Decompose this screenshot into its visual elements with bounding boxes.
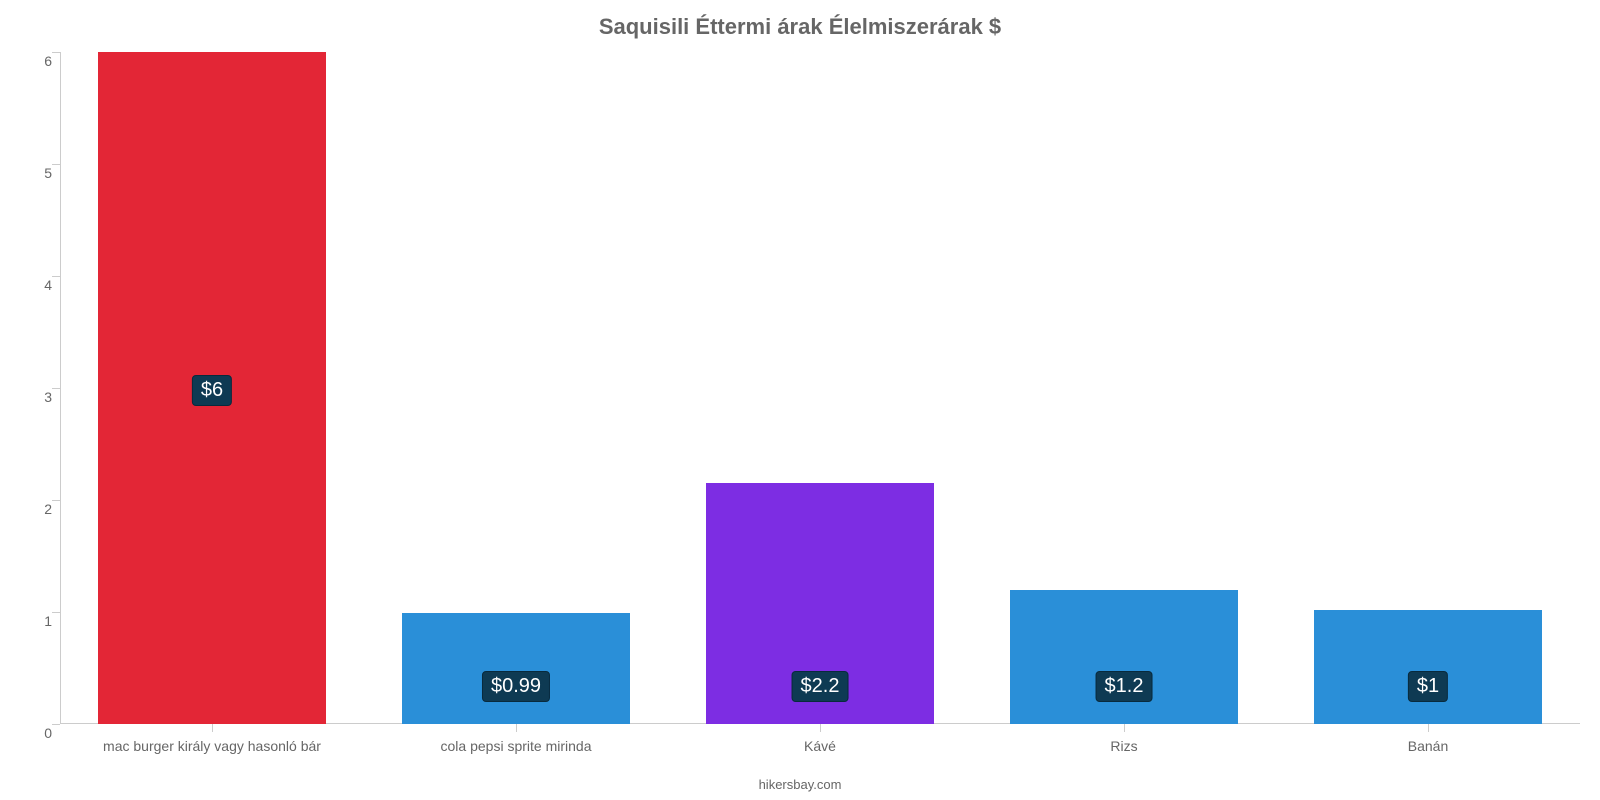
y-tick-mark — [52, 52, 60, 53]
y-tick-label: 5 — [30, 165, 52, 181]
y-tick-mark — [52, 388, 60, 389]
y-tick-label: 6 — [30, 53, 52, 69]
y-tick-mark — [52, 612, 60, 613]
bar-value-label: $1.2 — [1096, 671, 1153, 702]
bar-value-label: $1 — [1408, 671, 1448, 702]
bar — [402, 613, 630, 724]
y-tick-mark — [52, 164, 60, 165]
bar-value-label: $6 — [192, 375, 232, 406]
price-bar-chart: Saquisili Éttermi árak Élelmiszerárak $ … — [0, 0, 1600, 800]
y-tick-label: 2 — [30, 501, 52, 517]
chart-title: Saquisili Éttermi árak Élelmiszerárak $ — [0, 14, 1600, 40]
y-tick-label: 4 — [30, 277, 52, 293]
x-category-label: Kávé — [804, 738, 836, 754]
x-category-label: mac burger király vagy hasonló bár — [103, 738, 321, 754]
x-tick-mark — [1124, 724, 1125, 732]
x-tick-mark — [212, 724, 213, 732]
x-tick-mark — [1428, 724, 1429, 732]
y-tick-mark — [52, 276, 60, 277]
y-tick-mark — [52, 500, 60, 501]
attribution-text: hikersbay.com — [0, 777, 1600, 792]
y-tick-label: 3 — [30, 389, 52, 405]
y-tick-label: 1 — [30, 613, 52, 629]
x-category-label: Banán — [1408, 738, 1448, 754]
y-tick-label: 0 — [30, 725, 52, 741]
x-category-label: Rizs — [1110, 738, 1137, 754]
bars-layer: $6 $0.99 $2.2 $1.2 $1 — [60, 52, 1580, 724]
x-tick-mark — [820, 724, 821, 732]
y-tick-mark — [52, 724, 60, 725]
bar — [1010, 590, 1238, 724]
bar-value-label: $0.99 — [482, 671, 550, 702]
x-tick-mark — [516, 724, 517, 732]
plot-area: $6 $0.99 $2.2 $1.2 $1 — [60, 52, 1580, 724]
bar-value-label: $2.2 — [792, 671, 849, 702]
x-category-label: cola pepsi sprite mirinda — [441, 738, 592, 754]
bar — [1314, 610, 1542, 724]
